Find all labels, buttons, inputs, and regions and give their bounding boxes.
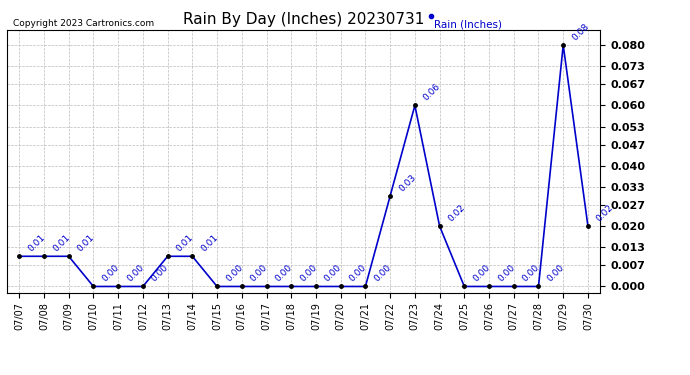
Text: 0.00: 0.00 xyxy=(248,263,269,284)
Text: 0.00: 0.00 xyxy=(323,263,344,284)
Text: 0.01: 0.01 xyxy=(175,233,195,254)
Text: Copyright 2023 Cartronics.com: Copyright 2023 Cartronics.com xyxy=(13,20,154,28)
Text: 0.00: 0.00 xyxy=(273,263,294,284)
Text: 0.00: 0.00 xyxy=(471,263,492,284)
Text: Rain (Inches): Rain (Inches) xyxy=(434,20,502,30)
Text: 0.06: 0.06 xyxy=(422,82,442,103)
Text: 0.03: 0.03 xyxy=(397,172,417,193)
Text: 0.00: 0.00 xyxy=(545,263,566,284)
Text: 0.00: 0.00 xyxy=(298,263,319,284)
Text: 0.01: 0.01 xyxy=(76,233,96,254)
Text: 0.00: 0.00 xyxy=(100,263,121,284)
Text: 0.00: 0.00 xyxy=(348,263,368,284)
Text: 0.02: 0.02 xyxy=(446,203,467,223)
Text: 0.00: 0.00 xyxy=(125,263,146,284)
Title: Rain By Day (Inches) 20230731: Rain By Day (Inches) 20230731 xyxy=(183,12,424,27)
Text: 0.02: 0.02 xyxy=(595,203,615,223)
Text: 0.00: 0.00 xyxy=(150,263,170,284)
Text: 0.08: 0.08 xyxy=(570,22,591,42)
Text: 0.01: 0.01 xyxy=(26,233,47,254)
Text: 0.01: 0.01 xyxy=(51,233,72,254)
Text: 0.01: 0.01 xyxy=(199,233,220,254)
Text: 0.00: 0.00 xyxy=(373,263,393,284)
Text: 0.00: 0.00 xyxy=(224,263,244,284)
Text: 0.00: 0.00 xyxy=(521,263,541,284)
Text: 0.00: 0.00 xyxy=(496,263,517,284)
